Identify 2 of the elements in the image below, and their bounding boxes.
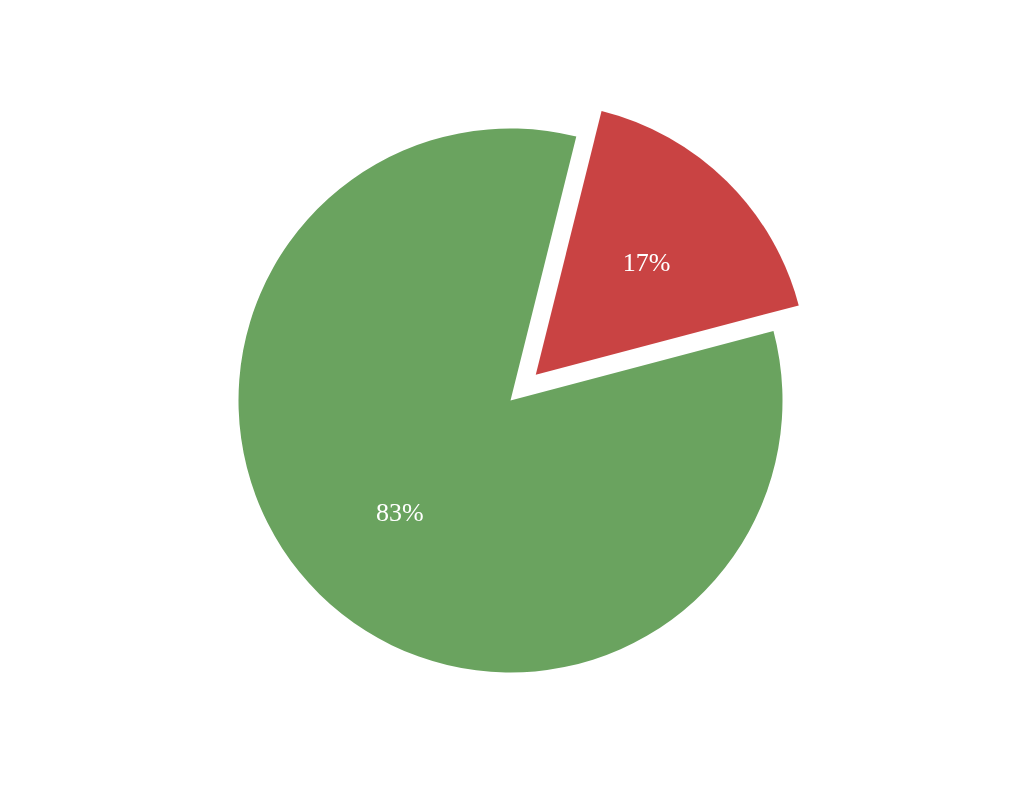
data-label: 83%: [375, 498, 424, 528]
data-label: 17%: [622, 248, 671, 278]
